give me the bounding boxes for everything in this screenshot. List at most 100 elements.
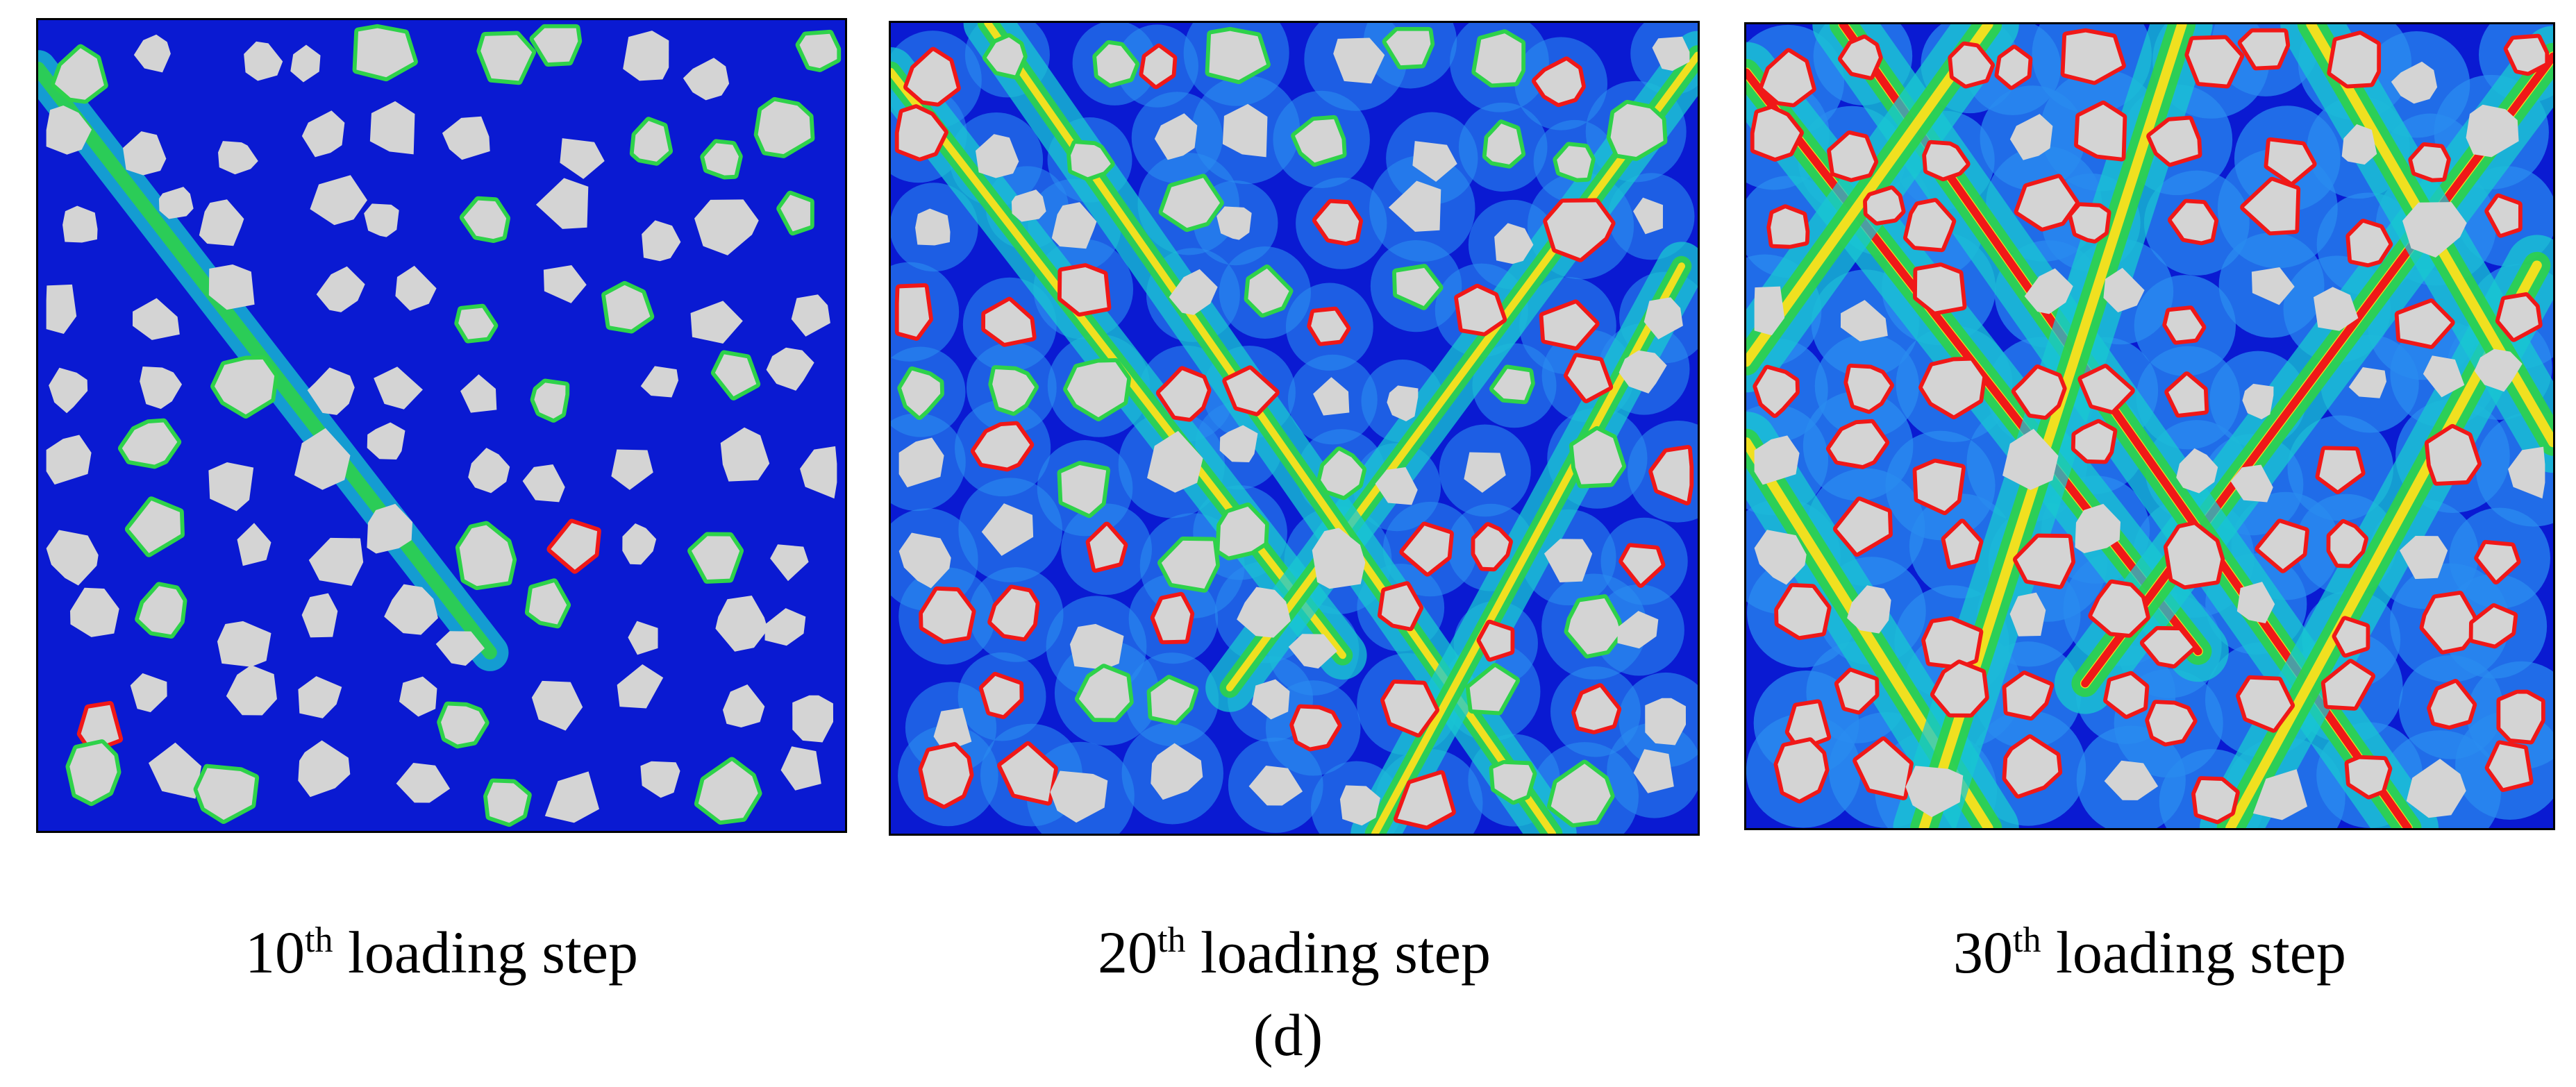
- aggregate-particle: [642, 220, 681, 262]
- aggregate-particle: [301, 593, 338, 638]
- aggregate-particle: [1575, 687, 1618, 731]
- aggregate-particle: [1248, 268, 1289, 314]
- aggregate-particle: [399, 676, 437, 717]
- aggregate-particle: [2077, 104, 2123, 158]
- aggregate-particle: [1226, 369, 1276, 412]
- aggregate-particle: [1771, 208, 1806, 245]
- interface-damage-ring: [459, 196, 510, 244]
- aggregate-particle: [1838, 671, 1875, 711]
- aggregate-particle: [690, 301, 743, 344]
- interface-damage-ring: [1471, 522, 1513, 572]
- aggregate-particle: [2239, 679, 2291, 729]
- caption-20th-loading-step: 20th loading step: [889, 902, 1700, 986]
- aggregate-particle: [294, 428, 351, 490]
- aggregate-particle: [1219, 425, 1258, 463]
- aggregate-particle: [1397, 774, 1453, 826]
- aggregate-particle: [901, 370, 941, 416]
- aggregate-particle: [986, 37, 1023, 76]
- aggregate-particle: [217, 621, 271, 667]
- aggregate-particle: [1061, 267, 1107, 313]
- aggregate-particle: [2195, 780, 2236, 820]
- interface-damage-ring: [629, 117, 674, 166]
- caption-step-number: 10: [245, 919, 306, 986]
- damage-band-high: [1226, 51, 1698, 692]
- aggregate-particle: [992, 589, 1036, 638]
- interface-damage-ring: [1291, 115, 1347, 167]
- interface-damage-ring: [1067, 140, 1115, 182]
- aggregate-particle: [367, 422, 405, 460]
- aggregate-particle: [2242, 383, 2274, 420]
- aggregate-particle: [1313, 377, 1350, 416]
- aggregate-particle: [1154, 113, 1198, 160]
- aggregate-particle: [770, 544, 809, 582]
- aggregate-particle: [1754, 108, 1800, 158]
- aggregate-particle: [442, 116, 490, 160]
- aggregate-particle: [2107, 675, 2146, 715]
- aggregate-particle: [463, 200, 507, 239]
- aggregate-particle: [69, 587, 119, 637]
- aggregate-particle: [2150, 119, 2198, 163]
- aggregate-particle: [898, 532, 951, 589]
- aggregate-particle: [1288, 634, 1338, 669]
- aggregate-particle: [1926, 144, 1966, 178]
- aggregate-particle: [792, 695, 834, 743]
- aggregate-particle: [2236, 582, 2275, 624]
- aggregate-particle: [1375, 466, 1418, 505]
- aggregate-particle: [1754, 435, 1800, 485]
- aggregate-particle: [2166, 310, 2202, 341]
- aggregate-particle: [533, 28, 578, 63]
- aggregate-particle: [1644, 297, 1683, 339]
- aggregate-particle: [2176, 448, 2218, 494]
- caption-10th-loading-step: 10th loading step: [36, 902, 847, 986]
- aggregate-particle: [2402, 202, 2467, 258]
- aggregate-particle: [54, 48, 104, 100]
- interface-damage-ring: [2088, 579, 2150, 638]
- aggregate-particle: [316, 266, 365, 312]
- aggregate-particle: [528, 582, 567, 625]
- aggregate-particle: [1475, 33, 1522, 84]
- aggregate-particle: [2143, 630, 2193, 665]
- aggregate-particle: [1623, 547, 1662, 584]
- interface-damage-ring: [1092, 40, 1140, 88]
- aggregate-particle: [133, 34, 171, 73]
- interface-damage-ring: [1832, 496, 1893, 557]
- aggregate-particle: [1480, 623, 1511, 658]
- aggregate-particle: [1312, 528, 1366, 589]
- aggregate-particle: [2243, 180, 2297, 232]
- aggregate-particle: [81, 705, 119, 750]
- aggregate-particle: [1619, 350, 1667, 394]
- aggregate-particle: [2168, 375, 2205, 414]
- aggregate-particle: [1078, 668, 1130, 718]
- interface-damage-ring: [1569, 425, 1627, 489]
- aggregate-particle: [2473, 607, 2514, 645]
- aggregate-particle: [298, 676, 342, 718]
- aggregate-particle: [531, 680, 583, 731]
- aggregate-particle: [226, 665, 277, 716]
- caption-step-number: 20: [1098, 919, 1158, 986]
- aggregate-particle: [1848, 367, 1891, 410]
- aggregate-particle: [46, 530, 99, 586]
- aggregate-particle: [1486, 124, 1522, 165]
- aggregate-particle: [46, 106, 92, 155]
- aggregate-particle: [1089, 525, 1124, 569]
- aggregate-particle: [2466, 104, 2519, 158]
- aggregate-particle: [2336, 620, 2366, 654]
- aggregate-particle: [1916, 267, 1963, 312]
- aggregate-particle: [1381, 585, 1420, 627]
- aggregate-particle: [922, 745, 970, 805]
- aggregate-particle: [1762, 52, 1812, 103]
- aggregate-particle: [1457, 287, 1503, 332]
- aggregate-particle: [933, 707, 972, 752]
- aggregate-particle: [1925, 620, 1980, 666]
- aggregate-particle: [1557, 146, 1591, 178]
- interface-damage-ring: [894, 104, 948, 162]
- aggregate-particle: [1160, 370, 1207, 418]
- aggregate-particle: [384, 584, 438, 635]
- aggregate-particle: [208, 462, 254, 512]
- interface-damage-ring: [1941, 519, 1984, 570]
- damage-contour-map: [891, 23, 1698, 834]
- aggregate-particle: [1907, 202, 1952, 248]
- aggregate-particle: [2189, 39, 2241, 85]
- aggregate-particle: [2398, 302, 2451, 346]
- aggregate-particle: [522, 464, 565, 503]
